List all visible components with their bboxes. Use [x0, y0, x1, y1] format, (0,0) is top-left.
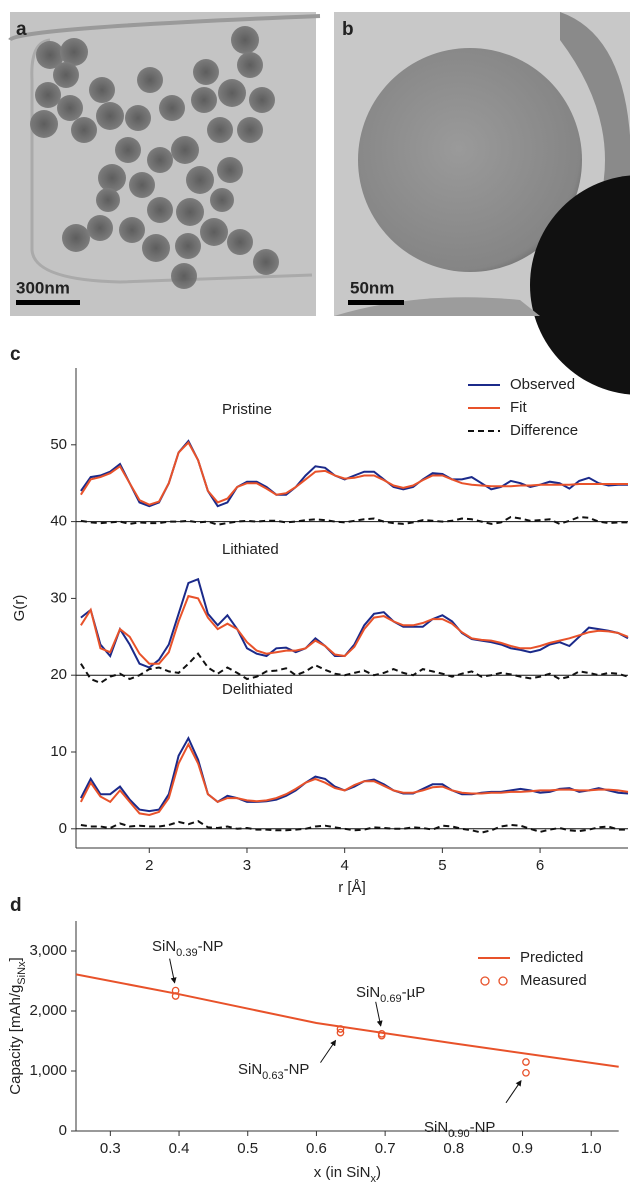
axis-label: SiN0.90-NP — [424, 1119, 495, 1140]
x-tick-label: 3 — [243, 857, 251, 874]
y-tick-label: 0 — [59, 820, 67, 837]
y-tick-label: 10 — [50, 743, 67, 760]
annotation-arrow — [320, 1039, 337, 1063]
axis-label: Capacity [mAh/gSiNx] — [7, 957, 28, 1094]
panel-label: b — [342, 19, 354, 40]
label-part: x (in SiN — [314, 1164, 371, 1181]
annotation: Delithiated — [222, 681, 293, 698]
x-tick-label: 0.6 — [306, 1140, 327, 1157]
x-tick-label: 0.4 — [169, 1140, 190, 1157]
series-line — [80, 820, 628, 834]
y-tick-label: 0 — [59, 1122, 67, 1139]
scale-bar-label: 50nm — [350, 278, 394, 297]
data-point — [171, 992, 180, 1000]
y-tick-label: 40 — [50, 513, 67, 530]
x-tick-label: 0.9 — [512, 1140, 533, 1157]
tem-image-b — [334, 12, 630, 395]
legend-marker — [480, 976, 490, 986]
tem-image-a — [8, 12, 321, 316]
axis-label: SiN0.39-NP — [152, 938, 223, 959]
label-part: ] — [7, 957, 24, 961]
legend-label: Difference — [510, 422, 578, 439]
series-line — [80, 577, 629, 669]
subscript: 0.39 — [176, 947, 197, 959]
scale-bar-label: 300nm — [16, 278, 70, 297]
label-part: Capacity [mAh/g — [7, 985, 24, 1095]
data-point — [522, 1068, 530, 1077]
annotation-arrow — [169, 958, 177, 984]
subscript: x — [370, 1173, 376, 1185]
label-part: SiN — [424, 1119, 448, 1136]
axis-label: SiN0.69-µP — [356, 984, 425, 1005]
data-point — [336, 1028, 345, 1037]
annotation-arrow — [375, 1001, 383, 1027]
series-line — [80, 439, 628, 508]
legend-marker — [498, 976, 508, 986]
label-part: SiN — [152, 938, 176, 955]
x-tick-label: 4 — [341, 857, 349, 874]
x-tick-label: 0.8 — [443, 1140, 464, 1157]
x-tick-label: 0.7 — [375, 1140, 396, 1157]
x-tick-label: 2 — [145, 857, 153, 874]
annotation: Pristine — [222, 401, 272, 418]
label-part: ) — [376, 1164, 381, 1181]
y-tick-label: 1,000 — [29, 1062, 67, 1079]
series-line — [75, 973, 619, 1068]
annotation: Lithiated — [222, 541, 279, 558]
panel-label: c — [10, 344, 21, 365]
subscript: 0.69 — [380, 993, 401, 1005]
panel-label: d — [10, 895, 22, 916]
subscript: 0.63 — [262, 1070, 283, 1082]
label-part: SiN — [238, 1061, 262, 1078]
subscript: SiNx — [16, 961, 28, 985]
y-axis-label: G(r) — [11, 595, 28, 622]
series-line — [80, 652, 629, 685]
data-point — [377, 1031, 386, 1040]
y-tick-label: 2,000 — [29, 1002, 67, 1019]
legend-label: Fit — [510, 399, 527, 416]
y-tick-label: 50 — [50, 436, 67, 453]
axis-label: x (in SiNx) — [314, 1164, 381, 1185]
data-point — [336, 1025, 345, 1033]
panel-label: a — [16, 19, 27, 40]
x-axis-label: r [Å] — [338, 879, 366, 896]
label-part: SiN — [356, 984, 380, 1001]
series-line — [80, 515, 628, 526]
annotation-arrow — [505, 1079, 522, 1104]
series-line — [80, 735, 629, 813]
label-part: -NP — [284, 1061, 310, 1078]
y-tick-label: 3,000 — [29, 942, 67, 959]
data-point — [171, 986, 180, 995]
x-tick-label: 6 — [536, 857, 544, 874]
series-line — [80, 594, 629, 665]
y-tick-label: 30 — [50, 589, 67, 606]
label-part: -NP — [470, 1119, 496, 1136]
label-part: -µP — [402, 984, 426, 1001]
label-part: -NP — [198, 938, 224, 955]
x-tick-label: 1.0 — [581, 1140, 602, 1157]
x-tick-label: 0.5 — [237, 1140, 258, 1157]
axis-label: SiN0.63-NP — [238, 1061, 309, 1082]
legend-label: Measured — [520, 972, 587, 989]
legend-label: Observed — [510, 376, 575, 393]
subscript: 0.90 — [448, 1128, 469, 1140]
x-tick-label: 0.3 — [100, 1140, 121, 1157]
y-tick-label: 20 — [50, 666, 67, 683]
legend-label: Predicted — [520, 949, 583, 966]
data-point — [522, 1058, 530, 1066]
series-line — [80, 742, 629, 817]
series-line — [80, 440, 628, 506]
x-tick-label: 5 — [438, 857, 446, 874]
